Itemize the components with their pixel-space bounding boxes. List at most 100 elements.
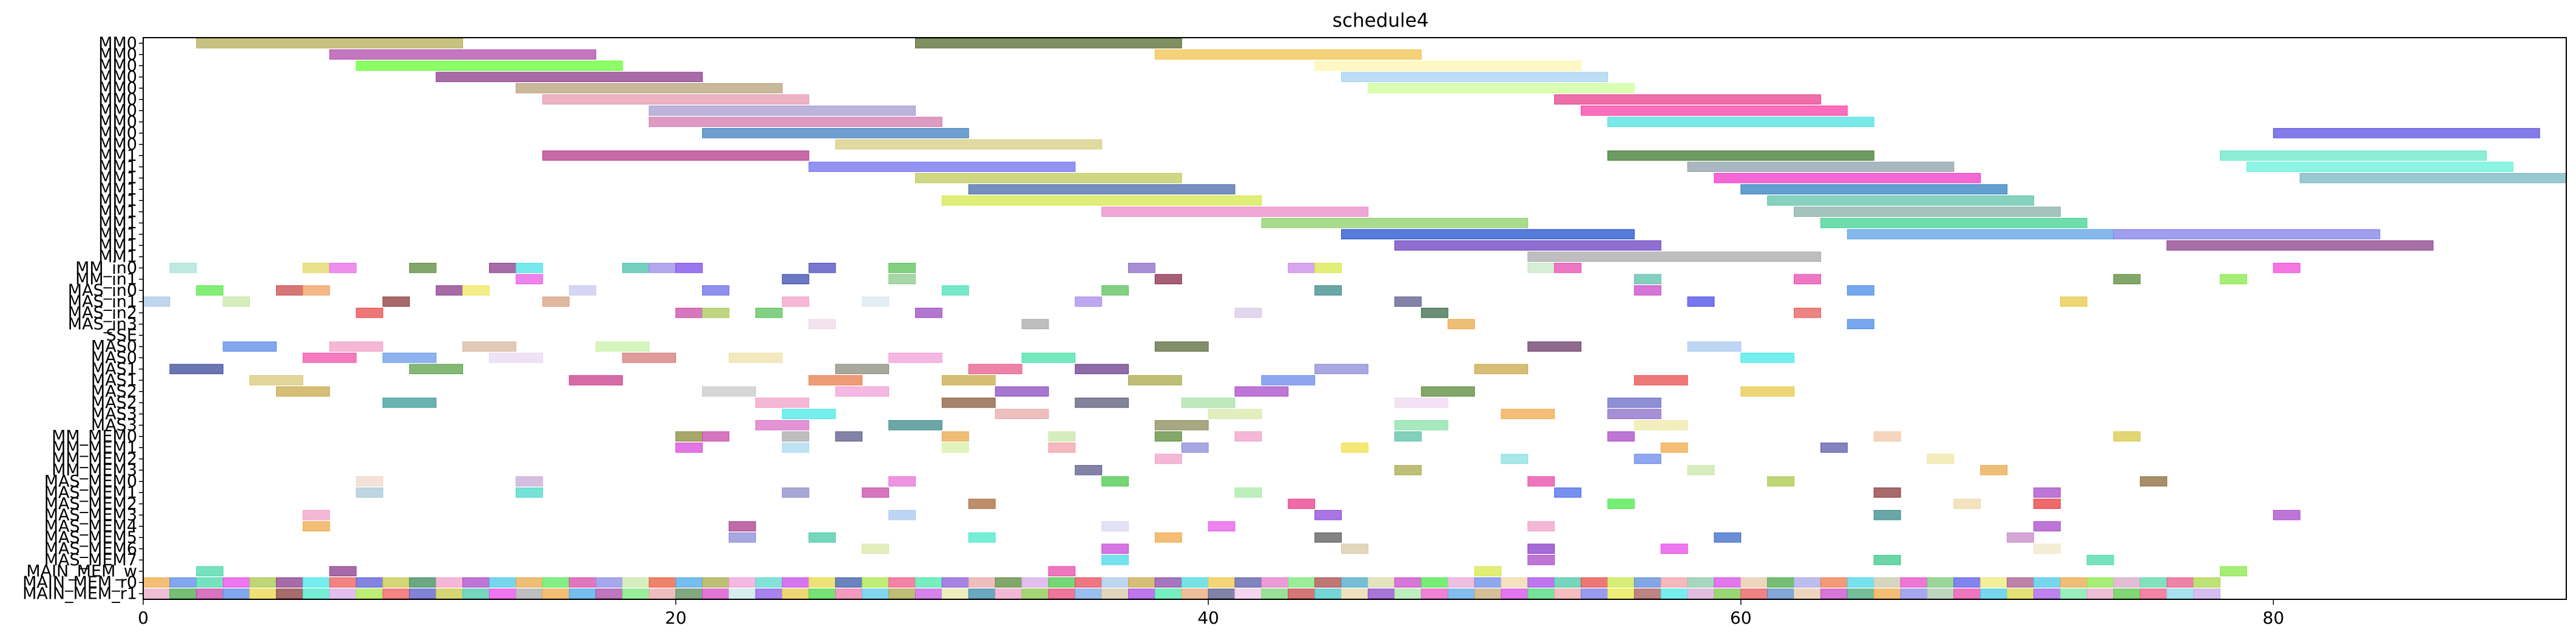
- task-bar: [1554, 487, 1581, 498]
- task-bar: [968, 577, 996, 588]
- task-bar: [488, 577, 516, 588]
- task-bar: [1474, 566, 1502, 577]
- task-bar: [515, 83, 783, 94]
- task-bar: [1554, 262, 1581, 273]
- y-tick-label: MM0: [98, 56, 137, 75]
- task-bar: [2220, 566, 2247, 577]
- task-bar: [302, 285, 330, 296]
- task-bar: [1048, 588, 1076, 599]
- task-bar: [1527, 476, 1555, 487]
- y-tick-label: MAS_MEM5: [44, 528, 137, 547]
- task-bar: [649, 262, 677, 273]
- task-bar: [1847, 577, 1875, 588]
- task-bar: [968, 499, 996, 509]
- task-bar: [2140, 577, 2168, 588]
- task-bar: [569, 577, 597, 588]
- task-bar: [488, 262, 516, 273]
- task-bar: [1767, 476, 1795, 487]
- x-axis: 0 20 40 60 80: [138, 599, 2284, 628]
- task-bar: [1341, 588, 1368, 599]
- task-bar: [169, 364, 224, 375]
- task-bar: [1980, 577, 2008, 588]
- y-tick-label: MM0: [98, 79, 137, 98]
- task-bar: [1394, 420, 1449, 431]
- y-tick-label: MAS_MEM4: [44, 517, 137, 536]
- task-bar: [329, 566, 357, 577]
- task-bar: [1048, 566, 1076, 577]
- task-bar: [835, 386, 890, 397]
- y-tick-label: MAIN_MEM_r0: [22, 573, 137, 592]
- task-bar: [1021, 352, 1076, 363]
- task-bar: [2086, 554, 2114, 565]
- x-tick-label: 40: [1197, 608, 1219, 628]
- y-tick-label: MM_MEM2: [52, 449, 137, 468]
- task-bar: [995, 386, 1049, 397]
- task-bar: [1687, 296, 1715, 307]
- task-bar: [302, 521, 330, 532]
- task-bar: [701, 307, 729, 318]
- task-bar: [542, 588, 570, 599]
- task-bar: [941, 285, 969, 296]
- task-bar: [1101, 476, 1129, 487]
- task-bar: [1873, 554, 1901, 565]
- task-bar: [515, 274, 543, 285]
- task-bar: [1474, 588, 1502, 599]
- task-bar: [1714, 172, 1981, 183]
- task-bar: [622, 352, 677, 363]
- task-bar: [701, 128, 969, 138]
- y-axis: MM0MM0MM0MM0MM0MM0MM0MM0MM0MM0MM1MM1MM1M…: [22, 34, 143, 603]
- y-tick-label: MM1: [98, 169, 137, 188]
- task-bar: [1687, 577, 1715, 588]
- task-bar: [409, 364, 464, 375]
- task-bar: [755, 420, 810, 431]
- y-tick-label: MAS1: [91, 359, 137, 378]
- task-bar: [1288, 499, 1316, 509]
- task-bar: [1527, 262, 1555, 273]
- task-bar: [2140, 588, 2168, 599]
- task-bar: [488, 352, 543, 363]
- y-tick-label: MM_MEM3: [52, 461, 137, 480]
- task-bar: [515, 487, 543, 498]
- task-bar: [1767, 588, 1795, 599]
- task-bar: [356, 588, 384, 599]
- task-bar: [382, 296, 410, 307]
- task-bar: [1554, 588, 1581, 599]
- task-bar: [2299, 172, 2567, 183]
- task-bar: [1101, 554, 1129, 565]
- task-bar: [941, 442, 969, 453]
- y-tick-label: MAIN_MEM_w: [26, 562, 137, 580]
- task-bar: [1740, 577, 1768, 588]
- task-bar: [782, 431, 810, 442]
- task-bar: [2246, 162, 2513, 172]
- task-bar: [835, 577, 863, 588]
- y-tick-label: MM_in0: [75, 259, 137, 277]
- y-tick-label: MAS_MEM1: [44, 483, 137, 502]
- task-bar: [1394, 296, 1422, 307]
- task-bar: [169, 577, 197, 588]
- task-bar: [1101, 577, 1129, 588]
- task-bar: [1660, 588, 1688, 599]
- x-tick-label: 20: [665, 608, 687, 628]
- task-bar: [1474, 364, 1529, 375]
- task-bar: [2220, 150, 2487, 161]
- task-bar: [329, 341, 384, 352]
- task-bar: [862, 296, 890, 307]
- task-bar: [2086, 577, 2114, 588]
- task-bar: [595, 577, 623, 588]
- task-bar: [1154, 454, 1182, 465]
- task-bar: [436, 72, 703, 83]
- task-bar: [888, 476, 916, 487]
- task-bar: [728, 521, 756, 532]
- task-bar: [196, 38, 464, 49]
- task-bar: [1128, 588, 1155, 599]
- task-bar: [1501, 454, 1529, 465]
- task-bar: [196, 566, 224, 577]
- task-bar: [1367, 577, 1395, 588]
- task-bar: [1873, 577, 1901, 588]
- task-bar: [701, 588, 729, 599]
- task-bar: [143, 577, 171, 588]
- task-bar: [1394, 240, 1662, 251]
- task-bar: [1527, 251, 1821, 262]
- task-bar: [1048, 577, 1076, 588]
